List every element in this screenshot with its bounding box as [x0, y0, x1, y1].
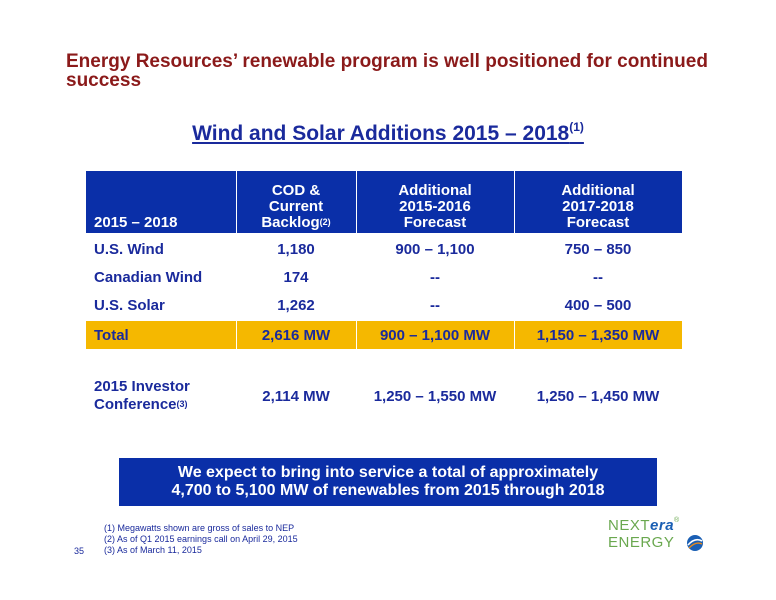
header-2015-2016: Additional 2015-2016 Forecast — [398, 182, 472, 231]
slide-title: Energy Resources’ renewable program is w… — [66, 51, 708, 91]
row-value: 750 – 850 — [564, 240, 632, 258]
row-value: -- — [593, 268, 603, 286]
footnotes: (1) Megawatts shown are gross of sales t… — [104, 523, 298, 556]
row-label: Canadian Wind — [94, 268, 203, 286]
investor-label: 2015 Investor Conference(3) — [94, 378, 190, 413]
header-2017-2018: Additional 2017-2018 Forecast — [561, 182, 635, 231]
logo-swirl-icon — [687, 535, 703, 551]
table-title-text: Wind and Solar Additions 2015 – 2018 — [192, 122, 570, 145]
table-header-row: 2015 – 2018 COD & Current Backlog(2) Addit… — [86, 171, 682, 233]
header-period: 2015 – 2018 — [94, 214, 178, 231]
table-row: U.S. Solar 1,262 -- 400 – 500 — [86, 291, 682, 319]
total-value: 2,616 MW — [261, 326, 331, 344]
row-value: 1,180 — [277, 240, 315, 258]
investor-conference-row: 2015 Investor Conference(3) 2,114 MW 1,25… — [86, 373, 682, 419]
row-value: 900 – 1,100 — [395, 240, 475, 258]
table-row: U.S. Wind 1,180 900 – 1,100 750 – 850 — [86, 235, 682, 263]
footnote: (1) Megawatts shown are gross of sales t… — [104, 523, 295, 533]
nextera-energy-logo: NEXTera® ENERGY — [608, 515, 708, 555]
investor-value: 2,114 MW — [262, 387, 330, 405]
banner-line-1: We expect to bring into service a total … — [177, 464, 599, 481]
table-title-footnote-ref: (1) — [569, 120, 584, 134]
footnote: (2) As of Q1 2015 earnings call on April… — [104, 534, 298, 544]
investor-value: 1,250 – 1,450 MW — [536, 387, 660, 405]
footnote: (3) As of March 11, 2015 — [104, 545, 202, 555]
banner-line-2: 4,700 to 5,100 MW of renewables from 201… — [171, 482, 605, 499]
row-value: -- — [430, 268, 440, 286]
total-value: 1,150 – 1,350 MW — [536, 326, 660, 344]
row-value: -- — [430, 296, 440, 314]
table-row: Canadian Wind 174 -- -- — [86, 263, 682, 291]
header-cod-backlog: COD & Current Backlog(2) — [261, 182, 331, 231]
table-title: Wind and Solar Additions 2015 – 2018(1) — [0, 120, 776, 146]
row-label: U.S. Wind — [94, 240, 164, 258]
total-row: Total 2,616 MW 900 – 1,100 MW 1,150 – 1,… — [86, 321, 682, 349]
summary-banner: We expect to bring into service a total … — [119, 458, 657, 506]
page-number: 35 — [74, 546, 85, 556]
total-value: 900 – 1,100 MW — [379, 326, 491, 344]
total-label: Total — [94, 326, 129, 344]
row-value: 174 — [283, 268, 309, 286]
row-label: U.S. Solar — [94, 296, 165, 314]
row-value: 400 – 500 — [564, 296, 632, 314]
row-value: 1,262 — [277, 296, 315, 314]
investor-value: 1,250 – 1,550 MW — [373, 387, 497, 405]
